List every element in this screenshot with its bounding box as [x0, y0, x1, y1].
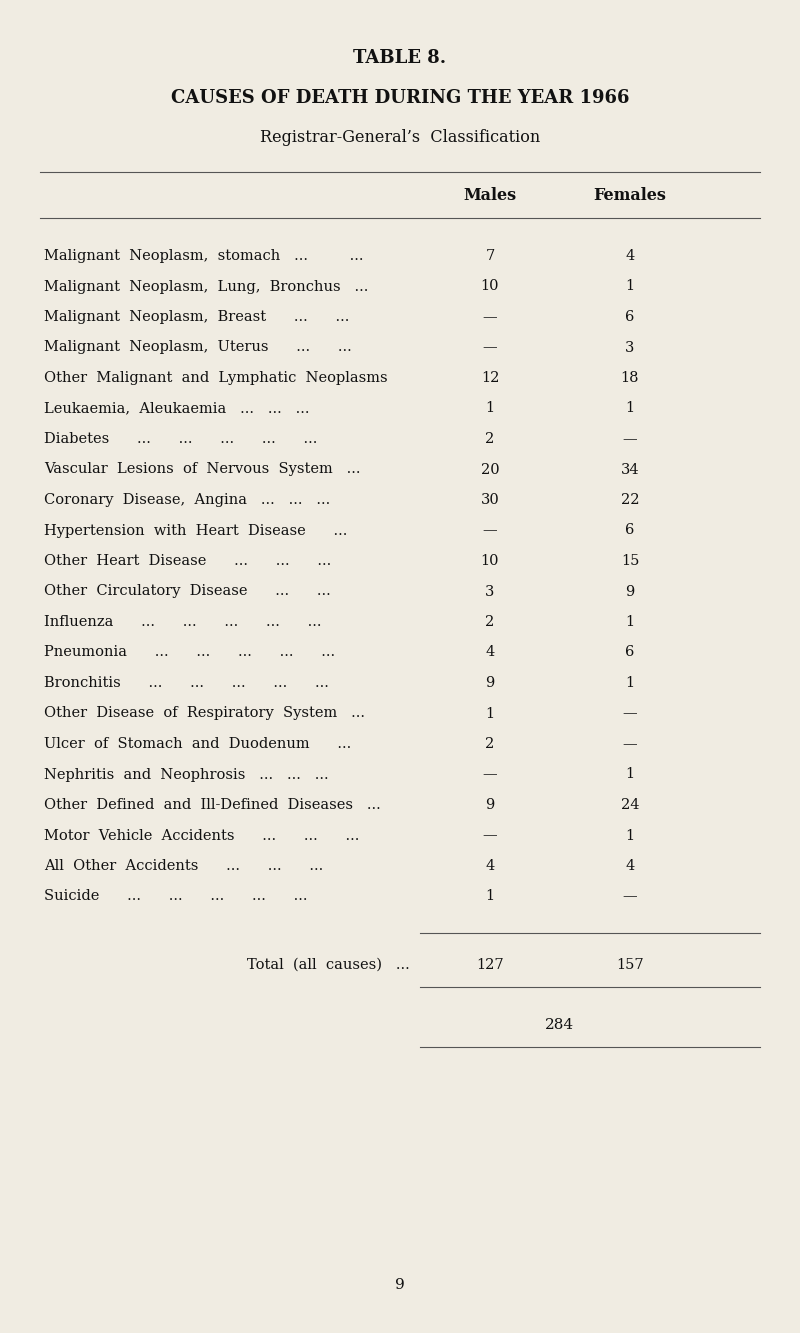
- Text: 9: 9: [486, 676, 494, 690]
- Text: 9: 9: [626, 584, 634, 599]
- Text: 1: 1: [626, 829, 634, 842]
- Text: 9: 9: [395, 1278, 405, 1292]
- Text: 1: 1: [486, 706, 494, 721]
- Text: 157: 157: [616, 958, 644, 972]
- Text: —: —: [622, 706, 638, 721]
- Text: Other  Circulatory  Disease      ...      ...: Other Circulatory Disease ... ...: [44, 584, 330, 599]
- Text: —: —: [482, 340, 498, 355]
- Text: 18: 18: [621, 371, 639, 385]
- Text: Leukaemia,  Aleukaemia   ...   ...   ...: Leukaemia, Aleukaemia ... ... ...: [44, 401, 310, 416]
- Text: 127: 127: [476, 958, 504, 972]
- Text: Registrar-General’s  Classification: Registrar-General’s Classification: [260, 129, 540, 147]
- Text: Females: Females: [594, 188, 666, 204]
- Text: Other  Defined  and  Ill-Defined  Diseases   ...: Other Defined and Ill-Defined Diseases .…: [44, 798, 381, 812]
- Text: Diabetes      ...      ...      ...      ...      ...: Diabetes ... ... ... ... ...: [44, 432, 318, 447]
- Text: 1: 1: [626, 615, 634, 629]
- Text: 9: 9: [486, 798, 494, 812]
- Text: 1: 1: [486, 401, 494, 416]
- Text: 1: 1: [486, 889, 494, 904]
- Text: 2: 2: [486, 737, 494, 750]
- Text: Pneumonia      ...      ...      ...      ...      ...: Pneumonia ... ... ... ... ...: [44, 645, 335, 660]
- Text: 24: 24: [621, 798, 639, 812]
- Text: Ulcer  of  Stomach  and  Duodenum      ...: Ulcer of Stomach and Duodenum ...: [44, 737, 351, 750]
- Text: 30: 30: [481, 493, 499, 507]
- Text: 20: 20: [481, 463, 499, 476]
- Text: CAUSES OF DEATH DURING THE YEAR 1966: CAUSES OF DEATH DURING THE YEAR 1966: [170, 89, 630, 107]
- Text: Motor  Vehicle  Accidents      ...      ...      ...: Motor Vehicle Accidents ... ... ...: [44, 829, 359, 842]
- Text: Bronchitis      ...      ...      ...      ...      ...: Bronchitis ... ... ... ... ...: [44, 676, 329, 690]
- Text: Malignant  Neoplasm,  Breast      ...      ...: Malignant Neoplasm, Breast ... ...: [44, 311, 350, 324]
- Text: Males: Males: [463, 188, 517, 204]
- Text: Vascular  Lesions  of  Nervous  System   ...: Vascular Lesions of Nervous System ...: [44, 463, 361, 476]
- Text: —: —: [482, 829, 498, 842]
- Text: 22: 22: [621, 493, 639, 507]
- Text: —: —: [482, 311, 498, 324]
- Text: 6: 6: [626, 524, 634, 537]
- Text: 4: 4: [486, 645, 494, 660]
- Text: 6: 6: [626, 645, 634, 660]
- Text: 6: 6: [626, 311, 634, 324]
- Text: 34: 34: [621, 463, 639, 476]
- Text: 10: 10: [481, 280, 499, 293]
- Text: —: —: [622, 432, 638, 447]
- Text: Suicide      ...      ...      ...      ...      ...: Suicide ... ... ... ... ...: [44, 889, 307, 904]
- Text: 1: 1: [626, 401, 634, 416]
- Text: Other  Disease  of  Respiratory  System   ...: Other Disease of Respiratory System ...: [44, 706, 365, 721]
- Text: —: —: [622, 889, 638, 904]
- Text: 1: 1: [626, 280, 634, 293]
- Text: 284: 284: [546, 1018, 574, 1032]
- Text: TABLE 8.: TABLE 8.: [354, 49, 446, 67]
- Text: —: —: [622, 737, 638, 750]
- Text: Hypertension  with  Heart  Disease      ...: Hypertension with Heart Disease ...: [44, 524, 347, 537]
- Text: 2: 2: [486, 615, 494, 629]
- Text: Nephritis  and  Neophrosis   ...   ...   ...: Nephritis and Neophrosis ... ... ...: [44, 768, 329, 781]
- Text: 1: 1: [626, 676, 634, 690]
- Text: Malignant  Neoplasm,  stomach   ...         ...: Malignant Neoplasm, stomach ... ...: [44, 249, 363, 263]
- Text: 15: 15: [621, 555, 639, 568]
- Text: 3: 3: [626, 340, 634, 355]
- Text: 7: 7: [486, 249, 494, 263]
- Text: Influenza      ...      ...      ...      ...      ...: Influenza ... ... ... ... ...: [44, 615, 322, 629]
- Text: All  Other  Accidents      ...      ...      ...: All Other Accidents ... ... ...: [44, 858, 323, 873]
- Text: Total  (all  causes)   ...: Total (all causes) ...: [247, 958, 410, 972]
- Text: —: —: [482, 768, 498, 781]
- Text: Coronary  Disease,  Angina   ...   ...   ...: Coronary Disease, Angina ... ... ...: [44, 493, 330, 507]
- Text: 2: 2: [486, 432, 494, 447]
- Text: Other  Heart  Disease      ...      ...      ...: Other Heart Disease ... ... ...: [44, 555, 331, 568]
- Text: 4: 4: [626, 858, 634, 873]
- Text: —: —: [482, 524, 498, 537]
- Text: 10: 10: [481, 555, 499, 568]
- Text: Other  Malignant  and  Lymphatic  Neoplasms: Other Malignant and Lymphatic Neoplasms: [44, 371, 388, 385]
- Text: 4: 4: [486, 858, 494, 873]
- Text: Malignant  Neoplasm,  Lung,  Bronchus   ...: Malignant Neoplasm, Lung, Bronchus ...: [44, 280, 368, 293]
- Text: Malignant  Neoplasm,  Uterus      ...      ...: Malignant Neoplasm, Uterus ... ...: [44, 340, 352, 355]
- Text: 3: 3: [486, 584, 494, 599]
- Text: 1: 1: [626, 768, 634, 781]
- Text: 4: 4: [626, 249, 634, 263]
- Text: 12: 12: [481, 371, 499, 385]
